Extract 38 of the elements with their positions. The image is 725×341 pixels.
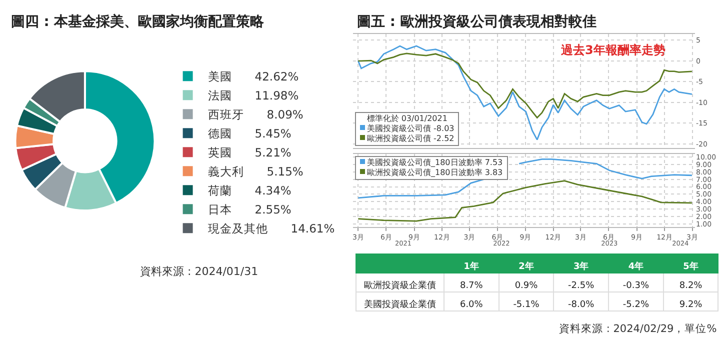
data-label: -2.5% [568, 280, 595, 291]
legend-label: 美國 42.62% [208, 70, 299, 84]
x-tick-label: 5年 [683, 260, 698, 272]
line-series [357, 45, 693, 140]
annotation: 過去3年報酬率走勢 [560, 43, 666, 57]
x-tick-label: 4年 [628, 260, 644, 272]
data-label: -0.3% [622, 280, 650, 291]
x-tick-label: 1年 [464, 260, 480, 272]
legend-label: 德國 5.45% [208, 126, 292, 141]
legend-label: 法國 11.98% [208, 88, 299, 103]
legend-label: 歐洲投資級公司債 -2.52 [367, 134, 454, 143]
data-label: 9.2% [679, 300, 703, 310]
data-label: 0.9% [514, 280, 538, 291]
legend-label: 英國 5.21% [208, 146, 292, 160]
legend-title: 標準化於 03/01/2021 [366, 114, 448, 124]
legend-label: 西班牙 8.09% [208, 108, 304, 122]
data-label: 8.7% [460, 280, 484, 291]
chart-title: 圖四 : 本基金採美、歐國家均衡配置策略 [10, 12, 266, 30]
data-label: 8.2% [679, 280, 703, 291]
chart-title: 圖五 : 歐洲投資級公司債表現相對較佳 [357, 14, 596, 30]
legend-label: 美國投資級公司債_180日波動率 7.53 [367, 158, 503, 167]
source-note: 資料來源 : 2024/02/29，單位% [559, 322, 717, 335]
y-tick-label: 美國投資級企業債 [364, 298, 436, 310]
source-note: 資料來源 : 2024/01/31 [140, 265, 258, 278]
legend-label: 美國投資級公司債 -8.03 [367, 124, 454, 133]
x-tick-label: 3年 [573, 260, 589, 272]
x-tick-label: 2年 [518, 260, 534, 272]
legend-label: 荷蘭 4.34% [208, 184, 292, 198]
data-label: -5.1% [513, 300, 540, 310]
y-tick-label: 歐洲投資級企業債 [364, 280, 436, 291]
legend-label: 義大利 5.15% [208, 164, 304, 179]
legend-label: 現金及其他 14.61% [208, 222, 335, 236]
line-series [357, 180, 693, 222]
legend-label: 日本 2.55% [208, 202, 292, 217]
data-label: -8.0% [568, 300, 595, 310]
legend-label: 歐洲投資級公司債_180日波動率 3.83 [367, 168, 503, 177]
data-label: 6.0% [460, 300, 484, 310]
data-label: -5.2% [622, 300, 650, 310]
